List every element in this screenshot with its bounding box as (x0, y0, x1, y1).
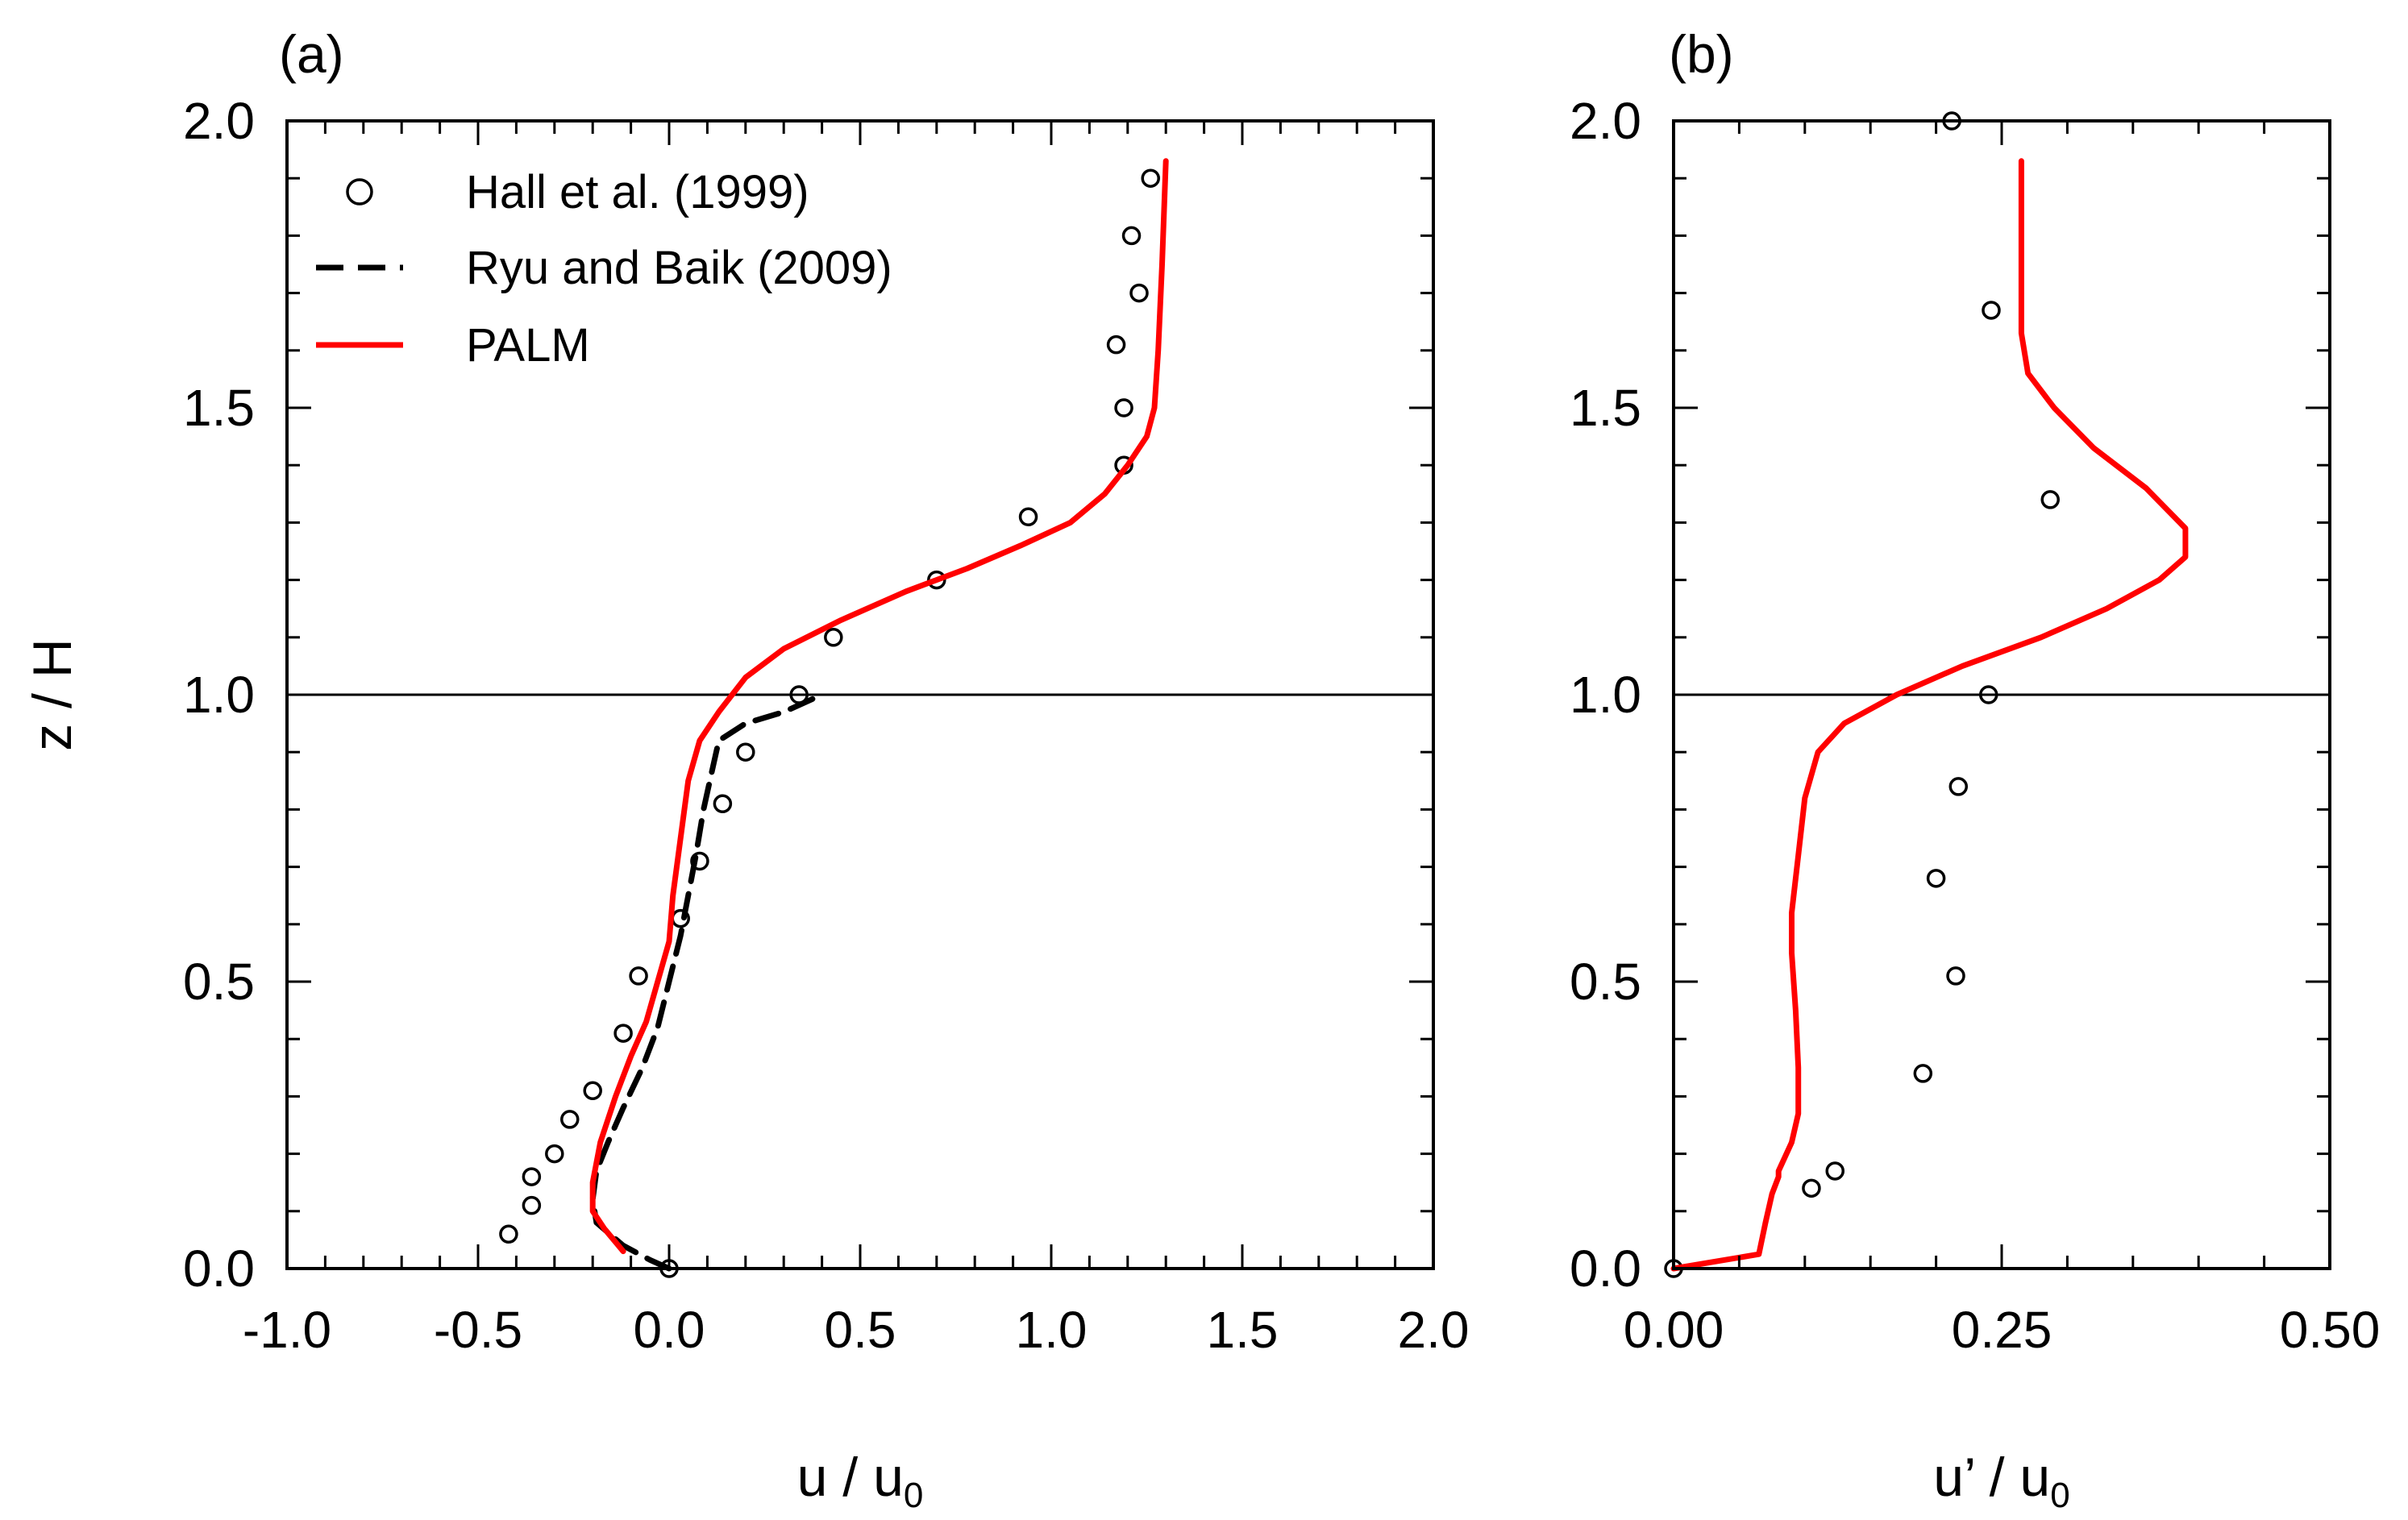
hall-et-al-1999-point (1141, 168, 1160, 188)
panel-b-plot-area (1664, 111, 2330, 1278)
legend-hall-label: Hall et al. (1999) (466, 166, 809, 218)
hall-et-al-1999-point (1913, 1064, 1933, 1083)
hall-et-al-1999-point (690, 851, 709, 871)
hall-et-al-1999-point (629, 966, 648, 986)
hall-et-al-1999-point (1926, 869, 1946, 888)
hall-et-al-1999-point (1825, 1161, 1844, 1181)
x-tick-label: -0.5 (434, 1301, 522, 1359)
hall-et-al-1999-point (1982, 301, 2001, 320)
y-tick-label: 2.0 (183, 92, 255, 150)
hall-et-al-1999-point (1121, 226, 1142, 246)
hall-et-al-1999-point (613, 1024, 633, 1043)
hall-et-al-1999-point (2040, 490, 2060, 509)
hall-et-al-1999-point (1946, 966, 1965, 986)
palm-line (589, 158, 1169, 1255)
hall-et-al-1999-point (1978, 685, 1998, 704)
hall-et-al-1999-point (927, 570, 946, 590)
panel-a-ticks (285, 119, 1435, 1270)
y-tick-label: 1.0 (183, 666, 255, 724)
hall-et-al-1999-point (545, 1144, 564, 1164)
x-tick-label: 0.5 (825, 1301, 896, 1359)
hall-et-al-1999-point (522, 1195, 542, 1215)
x-tick-label: 2.0 (1398, 1301, 1470, 1359)
y-tick-label: 1.0 (1570, 666, 1641, 724)
panel-b-x-axis-title: u’ / u0 (1933, 1447, 2069, 1515)
panel-b-ticks (1672, 119, 2331, 1270)
y-tick-label: 0.5 (1570, 953, 1641, 1011)
hall-et-al-1999-point (1018, 507, 1038, 527)
legend-palm-label: PALM (466, 319, 590, 372)
hall-et-al-1999-point (583, 1081, 602, 1101)
y-tick-label: 0.0 (1570, 1240, 1641, 1298)
y-tick-label: 1.5 (183, 379, 255, 437)
panel-b-y-tick-labels: 0.0 0.5 1.0 1.5 2.0 (1570, 92, 1641, 1298)
x-tick-label: 0.25 (1952, 1301, 2052, 1359)
hall-et-al-1999-point (824, 628, 843, 647)
hall-et-al-1999-point (1114, 398, 1133, 417)
hall-et-al-1999-point (1802, 1178, 1821, 1198)
panel-a-plot-area (287, 158, 1433, 1278)
hall-et-al-1999-point (1106, 334, 1126, 355)
x-tick-label: -1.0 (243, 1301, 331, 1359)
hall-et-al-1999-point (736, 742, 755, 762)
hall-et-al-1999-point (560, 1110, 580, 1129)
x-tick-label: 0.0 (634, 1301, 705, 1359)
x-tick-label: 1.5 (1207, 1301, 1279, 1359)
panel-a-label: (a) (279, 24, 344, 84)
panel-b-label: (b) (1669, 24, 1734, 84)
panel-a: (a) -1.0 -0.5 0.0 0.5 1.0 1.5 2.0 0.0 0.5 1.0 1.5… (22, 24, 1469, 1515)
x-tick-label: 0.00 (1624, 1301, 1724, 1359)
hall-et-al-1999-point (499, 1224, 518, 1244)
panel-b: (b) 0.00 0.25 0.50 0.0 0.5 1.0 1.5 2.0 u’ / u0 (1570, 24, 2380, 1515)
y-tick-label: 1.5 (1570, 379, 1641, 437)
hall-et-al-1999-point (713, 794, 733, 814)
y-tick-label: 2.0 (1570, 92, 1641, 150)
hall-et-al-1999-point (1948, 777, 1969, 796)
y-tick-label: 0.5 (183, 953, 255, 1011)
panel-a-legend: Hall et al. (1999) Ryu and Baik (2009) P… (316, 166, 892, 372)
legend-hall-marker (346, 178, 373, 206)
panel-a-y-axis-title: z / H (22, 638, 83, 751)
panel-a-y-tick-labels: 0.0 0.5 1.0 1.5 2.0 (183, 92, 255, 1298)
panel-b-x-tick-labels: 0.00 0.25 0.50 (1624, 1301, 2381, 1359)
panel-a-x-tick-labels: -1.0 -0.5 0.0 0.5 1.0 1.5 2.0 (243, 1301, 1470, 1359)
ryu-and-baik-2009-line (589, 691, 826, 1272)
x-tick-label: 0.50 (2280, 1301, 2381, 1359)
palm-line (1670, 158, 2189, 1272)
hall-et-al-1999-point (1129, 283, 1149, 303)
hall-et-al-1999-point (522, 1167, 542, 1186)
legend-ryu-label: Ryu and Baik (2009) (466, 242, 892, 294)
panel-a-x-axis-title: u / u0 (797, 1447, 924, 1515)
y-tick-label: 0.0 (183, 1240, 255, 1298)
x-tick-label: 1.0 (1016, 1301, 1088, 1359)
